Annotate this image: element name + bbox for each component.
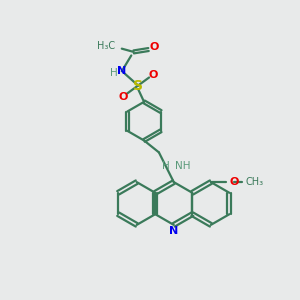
Text: CH₃: CH₃ <box>245 177 263 187</box>
Text: S: S <box>133 79 143 92</box>
Text: H: H <box>162 161 169 171</box>
Text: O: O <box>230 177 239 187</box>
Text: N: N <box>117 66 126 76</box>
Text: NH: NH <box>175 161 190 171</box>
Text: O: O <box>148 70 158 80</box>
Text: N: N <box>169 226 178 236</box>
Text: O: O <box>149 43 159 52</box>
Text: H₃C: H₃C <box>97 41 115 51</box>
Text: O: O <box>118 92 128 101</box>
Text: H: H <box>110 68 117 78</box>
